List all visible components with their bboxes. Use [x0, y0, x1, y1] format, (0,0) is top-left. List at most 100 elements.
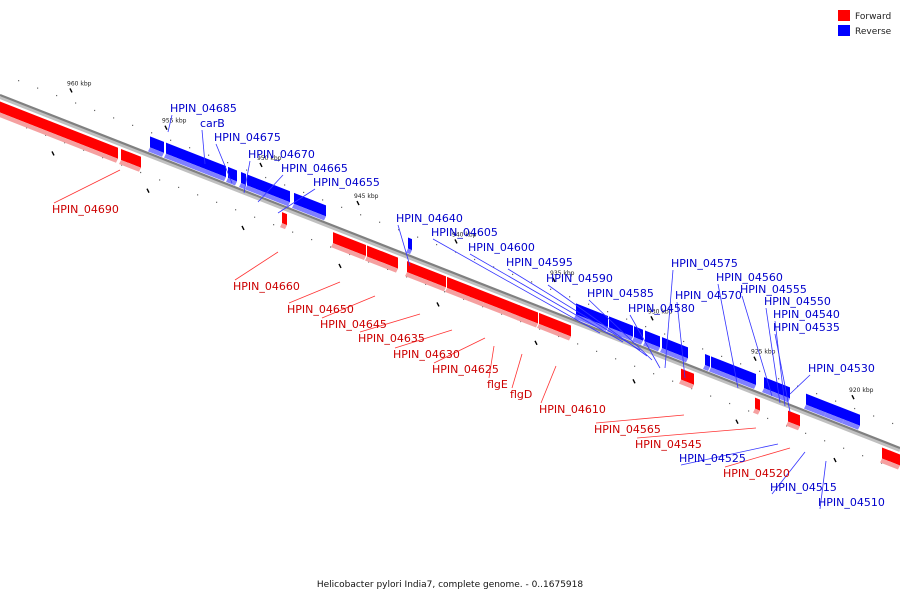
track-dot — [159, 179, 161, 181]
reverse-gene-block — [662, 337, 688, 359]
leader-line — [511, 353, 523, 389]
leader-line — [397, 224, 411, 267]
axis-tick — [851, 394, 855, 400]
track-dot — [664, 333, 666, 335]
gene-block-bevel — [804, 404, 826, 417]
legend-forward-swatch — [838, 10, 850, 21]
forward-gene-block — [121, 148, 141, 168]
gene-label-hpin-04635: HPIN_04635 — [358, 332, 425, 345]
gene-block-bevel — [164, 153, 226, 182]
track-dot — [482, 306, 484, 308]
gene-block-bevel — [643, 341, 660, 352]
track-dot — [501, 313, 503, 315]
axis-tick-label: 925 kbp — [751, 349, 776, 356]
axis-tick-label: 950 kbp — [257, 155, 282, 162]
reverse-gene-block — [408, 237, 412, 251]
track-dot — [398, 229, 400, 231]
gene-label-hpin-04600: HPIN_04600 — [468, 241, 535, 254]
track-dot — [113, 117, 115, 119]
track-dot — [330, 246, 332, 248]
forward-gene-block — [0, 101, 118, 159]
gene-block-bevel — [537, 323, 571, 341]
gene-label-hpin-04650: HPIN_04650 — [287, 303, 354, 316]
track-dot — [634, 365, 636, 367]
gene-block-bevel — [119, 159, 141, 172]
track-dot — [805, 432, 807, 434]
track-dot — [246, 169, 248, 171]
track-dot — [596, 350, 598, 352]
track-dot — [151, 132, 153, 134]
leader-line — [201, 129, 206, 165]
track-dot — [311, 238, 313, 241]
forward-gene-block — [755, 397, 760, 411]
track-dot — [303, 191, 305, 194]
leader-line — [771, 451, 806, 495]
gene-label-hpin-04660: HPIN_04660 — [233, 280, 300, 293]
track-dot — [626, 318, 628, 320]
legend: Forward Reverse — [838, 10, 892, 37]
reverse-gene-block — [241, 172, 246, 185]
gene-block-bevel — [468, 296, 484, 307]
axis-tick — [146, 188, 150, 193]
track-dot — [75, 102, 77, 104]
track-dot — [170, 139, 172, 141]
axis-tick — [632, 378, 636, 384]
gene-block-bevel — [786, 421, 800, 431]
leader-line — [288, 281, 341, 304]
gene-block-bevel — [660, 348, 688, 363]
track-dot — [531, 281, 533, 283]
gene-block-bevel — [365, 256, 398, 273]
leader-line — [507, 268, 641, 351]
track-dot — [37, 87, 39, 89]
track-dot — [94, 109, 96, 112]
track-dot — [273, 224, 275, 226]
gene-block-bevel — [517, 316, 538, 328]
axis-tick — [552, 277, 556, 283]
track-dot — [406, 276, 408, 278]
leader-line — [432, 238, 601, 334]
forward-gene-block — [470, 285, 484, 303]
track-dot — [368, 261, 370, 263]
track-dot — [235, 209, 237, 211]
axis-tick — [436, 302, 440, 307]
track-dot — [64, 142, 66, 144]
leader-line — [488, 345, 495, 379]
backbone-line — [0, 93, 900, 450]
leader-line — [167, 114, 173, 133]
track-dot — [854, 407, 856, 410]
gene-block-bevel — [331, 243, 366, 261]
track-dot — [683, 340, 685, 343]
reverse-gene-block — [634, 326, 643, 341]
track-dot — [740, 363, 742, 365]
track-dot — [493, 266, 495, 268]
leader-line — [53, 169, 121, 204]
gene-label-hpin-04565: HPIN_04565 — [594, 423, 661, 436]
leader-line — [636, 427, 757, 439]
leader-line — [629, 314, 661, 369]
leader-line — [433, 337, 486, 364]
gene-label-hpin-04535: HPIN_04535 — [773, 321, 840, 334]
gene-label-hpin-04515: HPIN_04515 — [770, 481, 837, 494]
track-dot — [341, 206, 343, 208]
gene-features — [0, 101, 900, 470]
track-dot — [721, 355, 723, 357]
track-dot — [227, 162, 229, 164]
gene-label-flge: flgE — [487, 378, 508, 391]
track-dot — [767, 417, 769, 420]
axis-tick-label: 955 kbp — [162, 118, 187, 125]
reverse-gene-block — [166, 142, 226, 178]
reverse-gene-block — [705, 354, 710, 367]
gene-block-bevel — [753, 408, 760, 415]
forward-gene-block — [282, 212, 287, 226]
gene-label-hpin-04610: HPIN_04610 — [539, 403, 606, 416]
track-dot — [322, 199, 324, 201]
axis-tick-label: 945 kbp — [354, 193, 379, 200]
track-dot — [26, 127, 28, 129]
track-dot — [349, 253, 351, 256]
track-dot — [786, 425, 788, 427]
legend-forward-label: Forward — [855, 12, 891, 22]
gene-label-hpin-04675: HPIN_04675 — [214, 131, 281, 144]
axis-tick-label: 930 kbp — [648, 308, 673, 315]
